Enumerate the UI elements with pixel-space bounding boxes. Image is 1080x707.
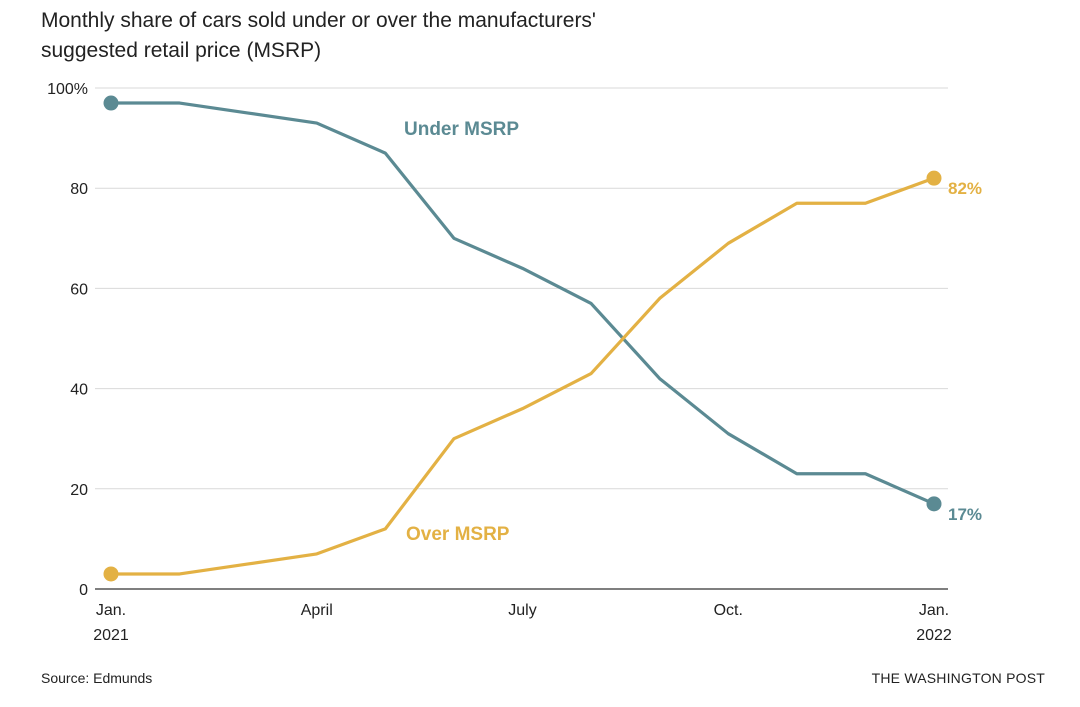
series-end-point [926,496,942,512]
end-value-label: 17% [948,505,982,524]
gridlines [95,87,948,590]
y-tick-label: 60 [70,281,88,298]
series-start-point [103,95,119,111]
chart-title-line-1: Monthly share of cars sold under or over… [41,9,596,32]
end-value-label: 82% [948,179,982,198]
series-name-label: Under MSRP [404,119,519,140]
x-axis-ticks: Jan. 2021 April July Oct. Jan. 2022 [93,602,952,644]
series-name-label: Over MSRP [406,524,510,545]
x-tick-label: July [508,602,536,619]
x-tick-year-label: 2022 [916,627,952,644]
series-lines [103,95,942,582]
y-axis-ticks: 0 20 40 60 80 100% [47,81,88,599]
y-tick-label: 80 [70,181,88,198]
publisher-brand: THE WASHINGTON POST [871,670,1045,686]
source-note: Source: Edmunds [41,670,153,686]
y-tick-label: 20 [70,482,88,499]
series-end-point [926,170,942,186]
y-tick-label: 0 [79,582,88,599]
series-start-point [103,566,119,582]
x-tick-label: Jan. [919,602,949,619]
series-line-1 [109,176,936,576]
series-labels: Under MSRP Over MSRP 17% 82% [404,119,982,545]
chart-title: Monthly share of cars sold under or over… [41,6,801,66]
x-tick-label: April [301,602,333,619]
x-tick-label: Jan. [96,602,126,619]
x-tick-label: Oct. [714,602,743,619]
chart-title-line-2: suggested retail price (MSRP) [41,39,322,62]
y-tick-label: 40 [70,382,88,399]
y-tick-label: 100% [47,81,88,98]
x-tick-year-label: 2021 [93,627,129,644]
series-line-0 [109,101,936,506]
